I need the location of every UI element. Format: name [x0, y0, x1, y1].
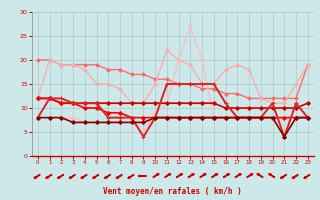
Text: Vent moyen/en rafales ( km/h ): Vent moyen/en rafales ( km/h ) — [103, 187, 242, 196]
